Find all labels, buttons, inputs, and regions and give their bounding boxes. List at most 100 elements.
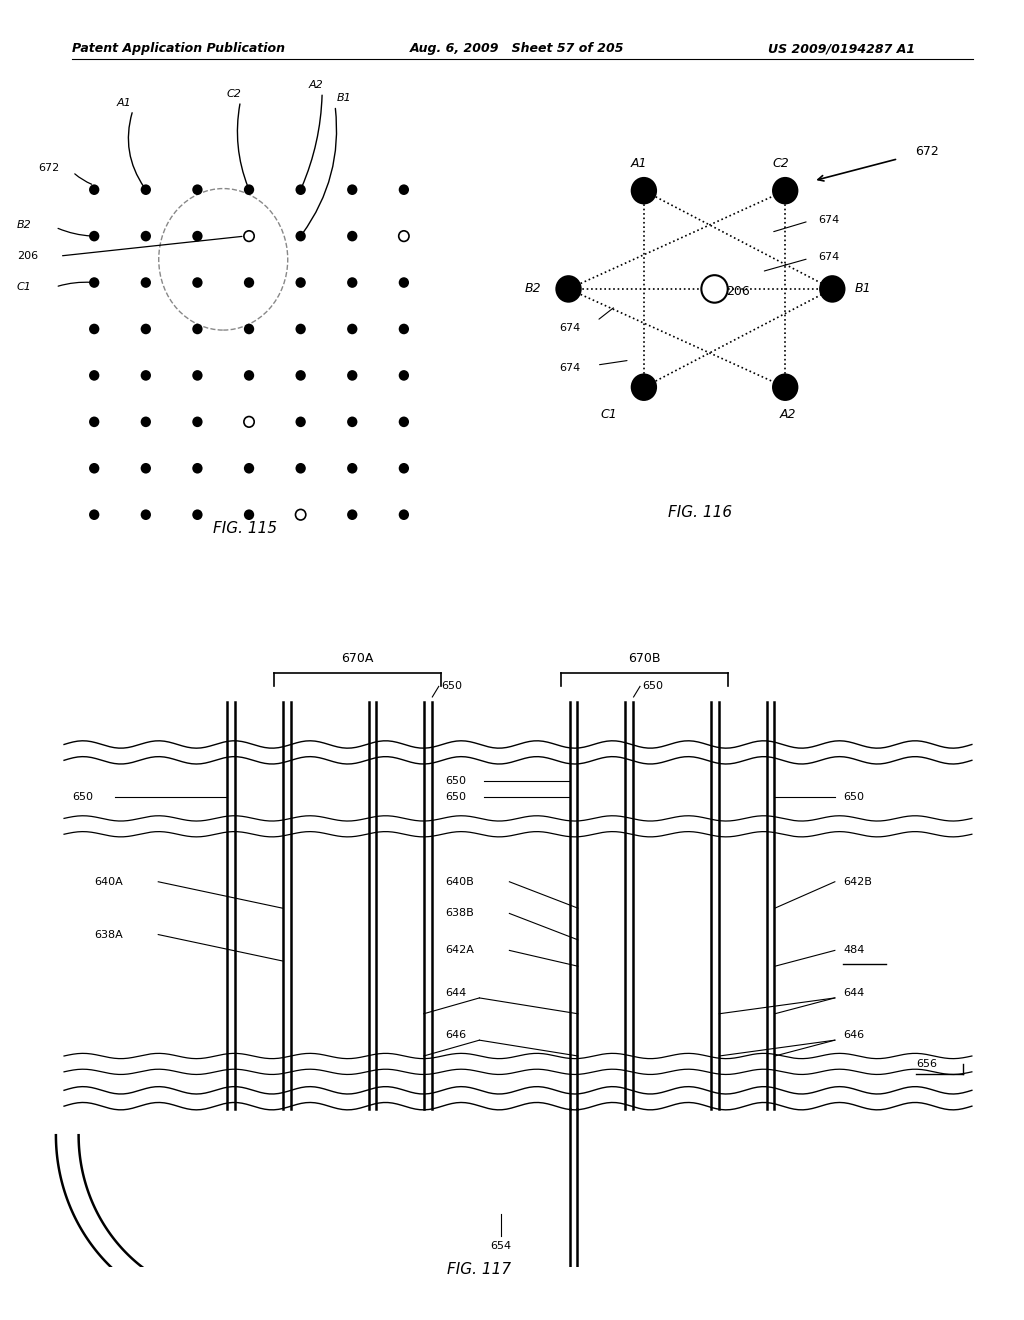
Circle shape (193, 185, 203, 195)
Text: C2: C2 (226, 88, 242, 99)
Circle shape (244, 185, 254, 195)
Circle shape (140, 231, 151, 242)
Circle shape (296, 510, 306, 520)
Circle shape (347, 277, 357, 288)
Circle shape (296, 231, 306, 242)
Circle shape (244, 277, 254, 288)
Circle shape (140, 510, 151, 520)
Text: 642B: 642B (844, 876, 872, 887)
Circle shape (193, 510, 203, 520)
Text: 640A: 640A (94, 876, 123, 887)
Text: 650: 650 (73, 792, 93, 803)
Circle shape (140, 323, 151, 334)
Text: 644: 644 (844, 987, 864, 998)
Text: 650: 650 (445, 792, 466, 803)
Text: US 2009/0194287 A1: US 2009/0194287 A1 (768, 42, 915, 55)
Text: 206: 206 (16, 251, 38, 261)
Circle shape (89, 323, 99, 334)
Circle shape (398, 417, 409, 428)
Circle shape (296, 277, 306, 288)
Circle shape (89, 231, 99, 242)
Circle shape (398, 463, 409, 474)
Circle shape (89, 417, 99, 428)
Text: 650: 650 (445, 776, 466, 787)
Circle shape (347, 463, 357, 474)
Circle shape (555, 275, 582, 302)
Text: B1: B1 (855, 282, 871, 296)
Circle shape (347, 510, 357, 520)
Text: 670A: 670A (341, 652, 374, 665)
Circle shape (398, 231, 409, 242)
Circle shape (193, 231, 203, 242)
Text: 646: 646 (445, 1030, 466, 1040)
Text: 656: 656 (916, 1059, 937, 1069)
Text: A1: A1 (117, 98, 132, 108)
Circle shape (772, 177, 799, 205)
Circle shape (244, 323, 254, 334)
Circle shape (89, 510, 99, 520)
Text: B2: B2 (525, 282, 542, 296)
Text: 674: 674 (818, 252, 840, 261)
Text: FIG. 115: FIG. 115 (213, 521, 276, 536)
Circle shape (193, 370, 203, 380)
Text: A1: A1 (631, 157, 647, 170)
Text: 654: 654 (490, 1241, 511, 1251)
Circle shape (347, 185, 357, 195)
Text: 650: 650 (441, 681, 462, 692)
Circle shape (296, 463, 306, 474)
Circle shape (631, 177, 657, 205)
Circle shape (89, 463, 99, 474)
Text: 638A: 638A (94, 929, 123, 940)
Text: 674: 674 (559, 323, 581, 333)
Circle shape (296, 417, 306, 428)
Text: 484: 484 (844, 945, 865, 956)
Circle shape (296, 323, 306, 334)
Circle shape (347, 370, 357, 380)
Circle shape (398, 370, 409, 380)
Circle shape (398, 323, 409, 334)
Circle shape (89, 185, 99, 195)
Text: C2: C2 (772, 157, 788, 170)
Text: 638B: 638B (445, 908, 474, 919)
Circle shape (140, 463, 151, 474)
Circle shape (140, 185, 151, 195)
Circle shape (347, 231, 357, 242)
Text: 644: 644 (445, 987, 466, 998)
Circle shape (347, 417, 357, 428)
Circle shape (193, 323, 203, 334)
Circle shape (244, 231, 254, 242)
Circle shape (140, 417, 151, 428)
Circle shape (398, 277, 409, 288)
Circle shape (296, 370, 306, 380)
Text: 650: 650 (642, 681, 664, 692)
Circle shape (772, 374, 799, 401)
Circle shape (140, 370, 151, 380)
Text: 650: 650 (844, 792, 864, 803)
Text: 640B: 640B (445, 876, 474, 887)
Text: 206: 206 (726, 285, 750, 298)
Text: 642A: 642A (445, 945, 474, 956)
Text: B2: B2 (16, 220, 32, 230)
Text: 674: 674 (818, 215, 840, 226)
Text: 672: 672 (914, 145, 938, 158)
Text: 672: 672 (38, 162, 59, 173)
Circle shape (398, 510, 409, 520)
Circle shape (819, 275, 846, 302)
Text: Aug. 6, 2009   Sheet 57 of 205: Aug. 6, 2009 Sheet 57 of 205 (410, 42, 624, 55)
Circle shape (193, 417, 203, 428)
Text: A2: A2 (308, 81, 324, 90)
Text: B1: B1 (336, 94, 351, 103)
Text: 646: 646 (844, 1030, 864, 1040)
Text: 670B: 670B (628, 652, 660, 665)
Circle shape (244, 417, 254, 428)
Text: FIG. 116: FIG. 116 (669, 504, 732, 520)
Circle shape (244, 463, 254, 474)
Text: C1: C1 (16, 282, 32, 292)
Circle shape (701, 275, 728, 302)
Circle shape (193, 463, 203, 474)
Text: FIG. 117: FIG. 117 (447, 1262, 511, 1276)
Circle shape (398, 185, 409, 195)
Circle shape (631, 374, 657, 401)
Text: C1: C1 (600, 408, 616, 421)
Text: A2: A2 (779, 408, 796, 421)
